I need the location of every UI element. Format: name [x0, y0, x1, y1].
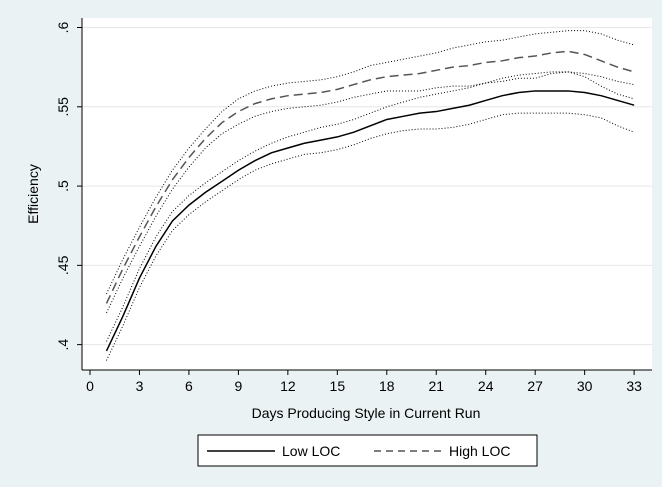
x-tick-label: 6 [185, 378, 193, 394]
series-line-low-loc [105, 90, 635, 352]
x-tick-label: 12 [280, 378, 296, 394]
x-tick-label: 24 [478, 378, 494, 394]
axes: .4 .45 .5 .55 .6 0 3 6 9 12 15 18 21 24 27 30 33 [55, 18, 652, 394]
legend: Low LOC High LOC [197, 434, 538, 467]
x-tick-label: 30 [577, 378, 593, 394]
x-tick-label: 21 [428, 378, 444, 394]
x-tick-label: 33 [626, 378, 642, 394]
series-line-high-loc [105, 50, 635, 304]
legend-label-high-loc: High LOC [449, 443, 510, 459]
x-tick-label: 18 [379, 378, 395, 394]
y-tick-label: .6 [55, 21, 71, 33]
x-tick-label: 15 [330, 378, 346, 394]
x-tick-label: 3 [136, 378, 144, 394]
y-tick-label: .45 [55, 255, 71, 275]
series-lines [105, 50, 635, 352]
x-axis-label: Days Producing Style in Current Run [252, 405, 481, 421]
legend-label-low-loc: Low LOC [282, 443, 340, 459]
y-tick-label: .55 [55, 97, 71, 117]
y-tick-label: .4 [55, 339, 71, 351]
y-axis-label: Efficiency [25, 164, 41, 224]
plot-area [82, 18, 652, 370]
x-tick-label: 9 [234, 378, 242, 394]
x-tick-label: 27 [527, 378, 543, 394]
x-tick-label: 0 [86, 378, 94, 394]
y-tick-label: .5 [55, 180, 71, 192]
grid [82, 27, 652, 346]
